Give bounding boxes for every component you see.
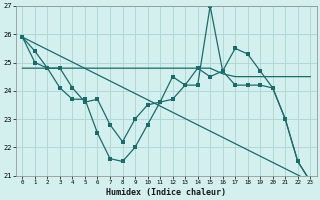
X-axis label: Humidex (Indice chaleur): Humidex (Indice chaleur) [106,188,226,197]
